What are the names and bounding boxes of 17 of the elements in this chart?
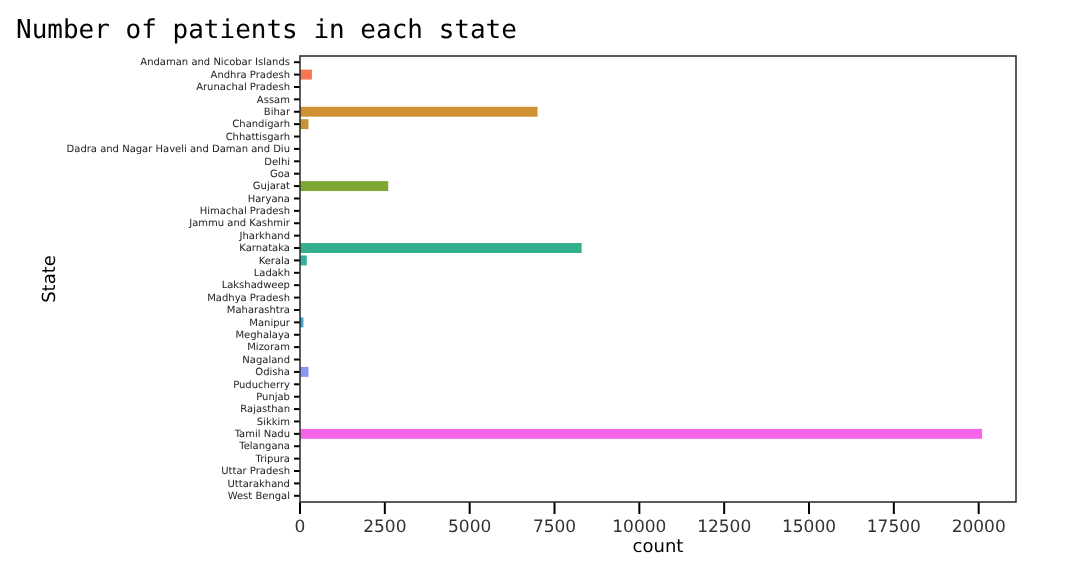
x-tick-label: 2500	[363, 518, 407, 539]
bar	[300, 255, 307, 266]
x-tick-label: 20000	[951, 518, 1006, 539]
x-tick-label: 5000	[448, 518, 492, 539]
bar	[300, 181, 389, 192]
x-tick-label: 10000	[612, 518, 667, 539]
x-tick-label: 17500	[866, 518, 921, 539]
bar	[300, 69, 312, 80]
x-tick-label: 7500	[532, 518, 577, 539]
x-tick-label: 12500	[697, 518, 752, 539]
x-tick-label: 0	[294, 518, 306, 539]
chart-title: Number of patients in each state	[16, 16, 518, 46]
x-axis-title: count	[632, 538, 685, 559]
x-tick-label: 15000	[781, 518, 837, 539]
y-axis-title: State	[40, 254, 61, 303]
bar	[300, 243, 582, 253]
bar	[300, 428, 983, 439]
